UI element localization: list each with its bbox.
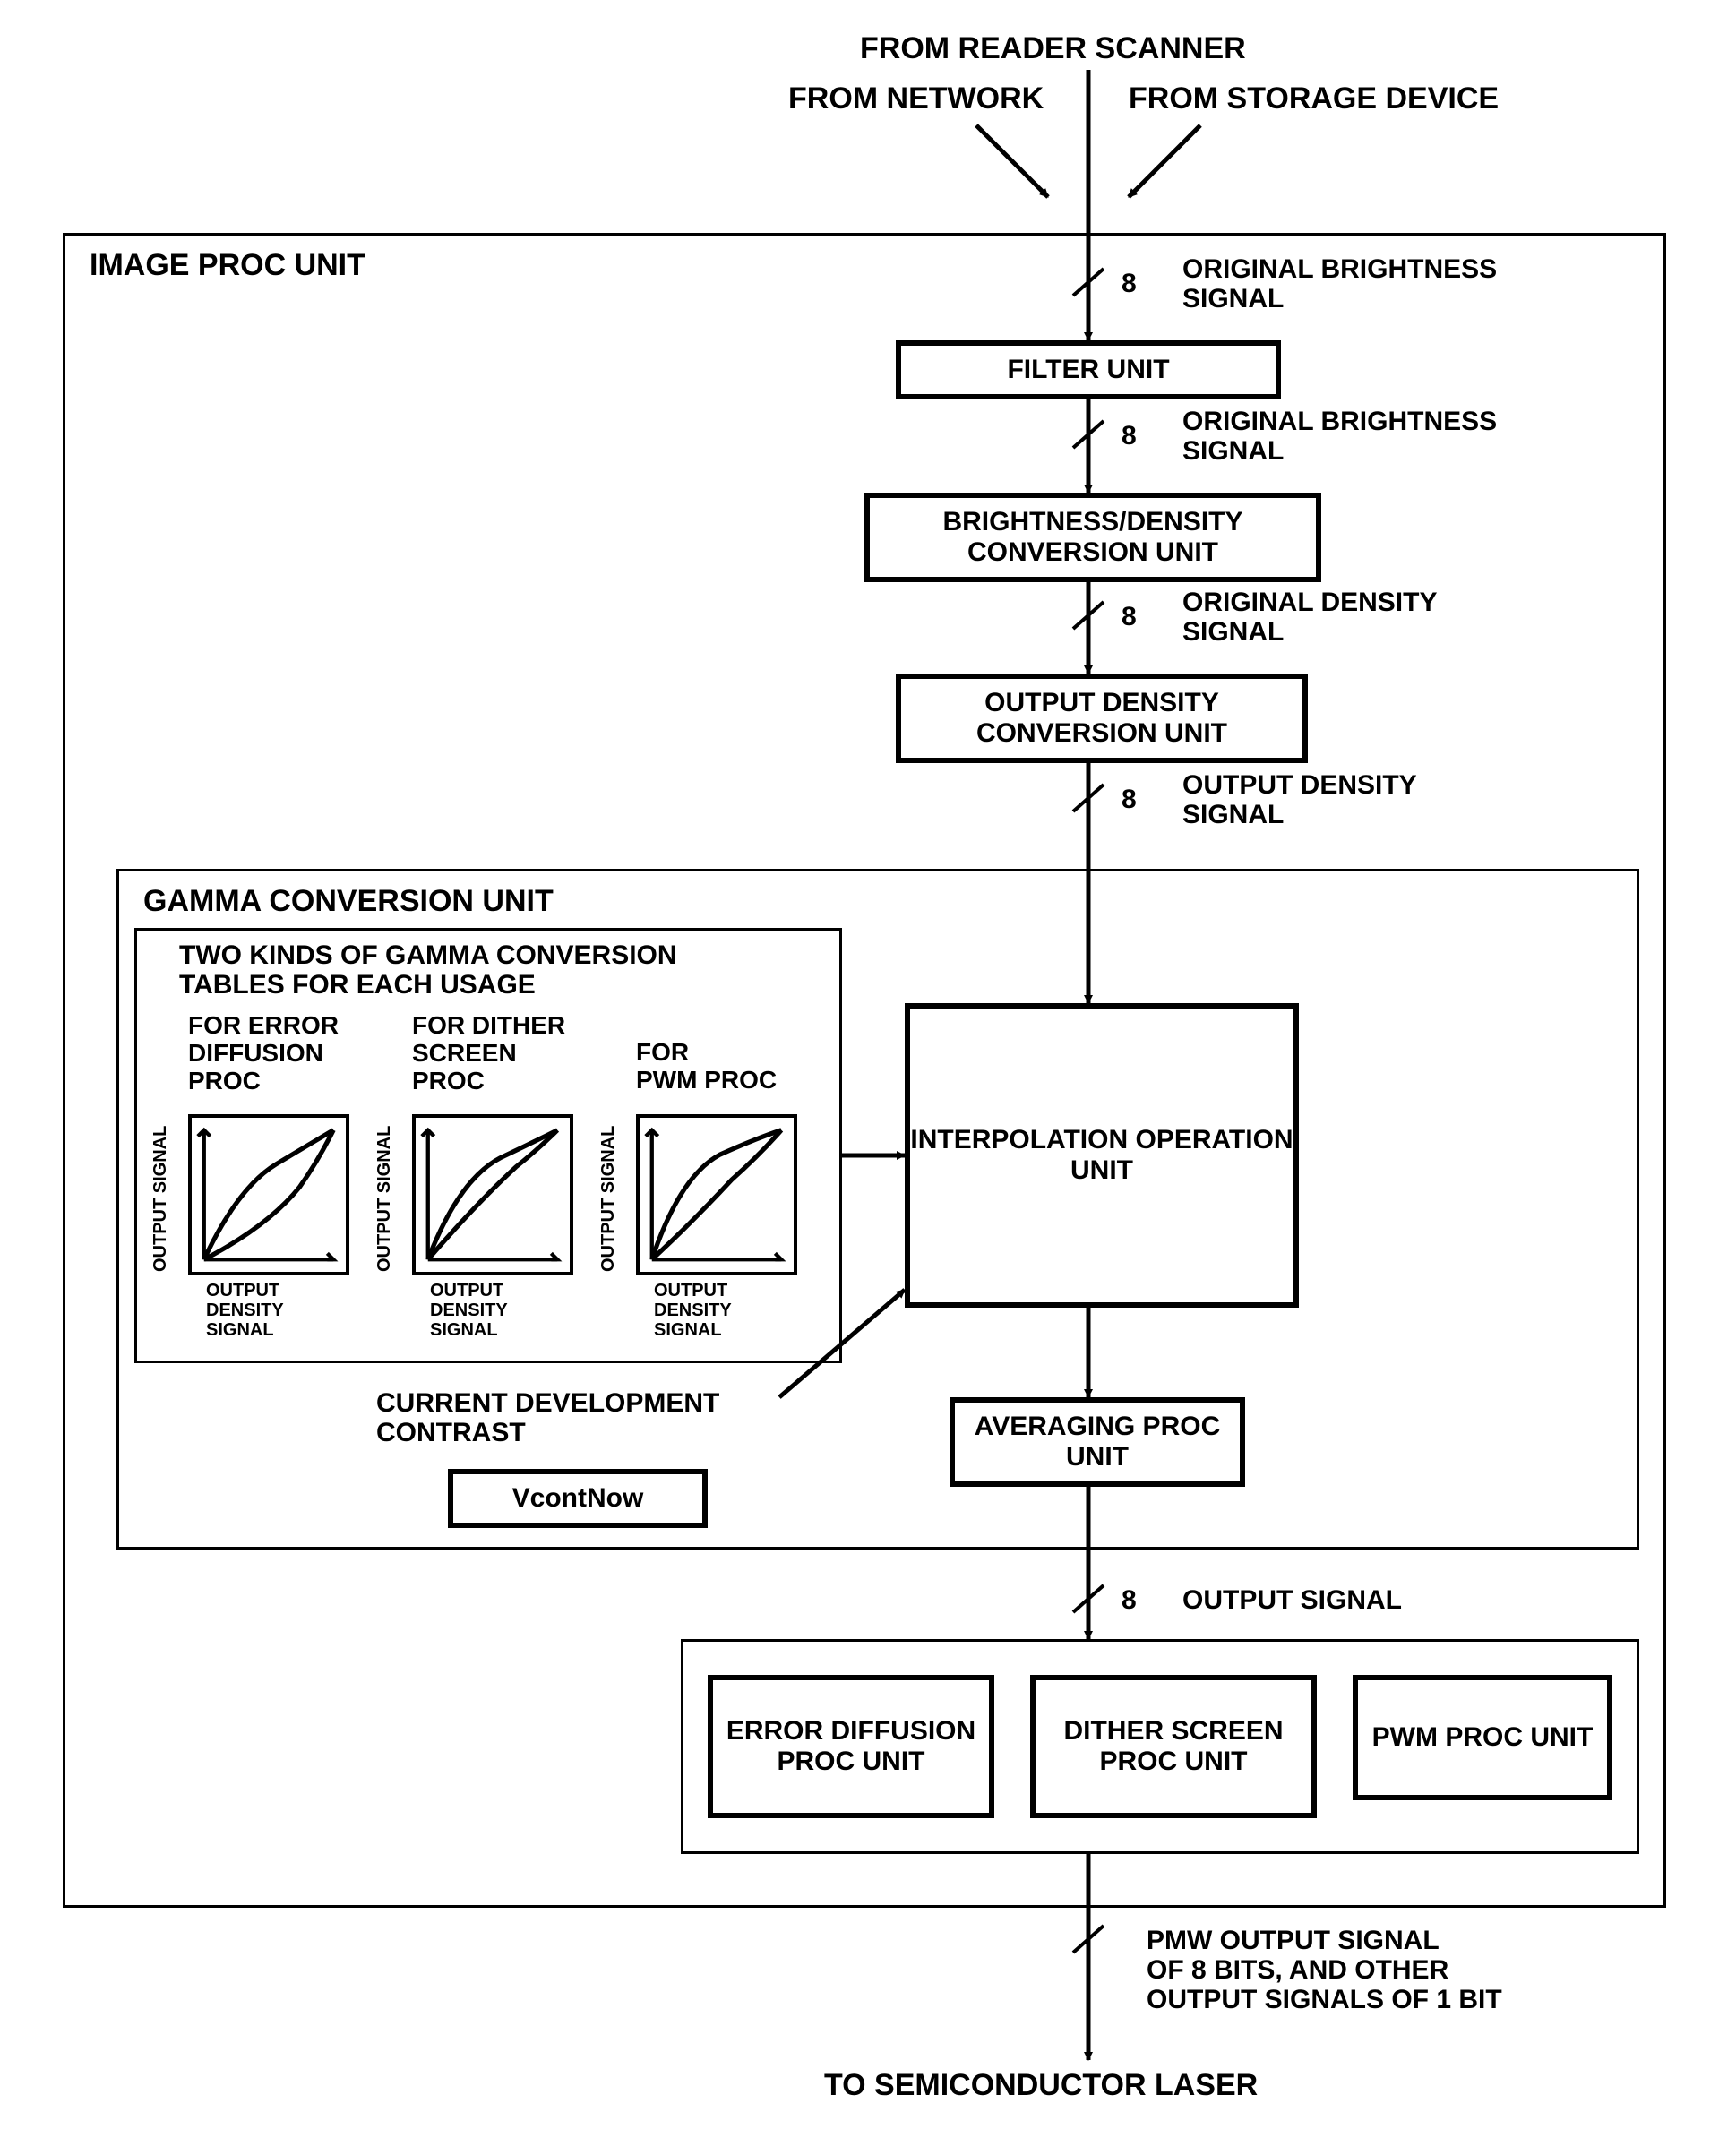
filter-unit-label: FILTER UNIT xyxy=(1007,355,1169,385)
err-diff-block: ERROR DIFFUSION PROC UNIT xyxy=(708,1675,994,1818)
err-diff-label: ERROR DIFFUSION PROC UNIT xyxy=(713,1716,989,1777)
bus-label-4: 8 xyxy=(1122,785,1137,814)
image-proc-title: IMAGE PROC UNIT xyxy=(90,249,365,282)
averaging-block: AVERAGING PROC UNIT xyxy=(950,1397,1245,1487)
mini-xlabel-3: OUTPUT DENSITY SIGNAL xyxy=(654,1281,732,1340)
to-laser: TO SEMICONDUCTOR LASER xyxy=(824,2069,1258,2102)
mini-ylabel-2: OUTPUT SIGNAL xyxy=(374,1126,395,1272)
vcont-block: VcontNow xyxy=(448,1469,708,1528)
mini-title-1: FOR ERROR DIFFUSION PROC xyxy=(188,1012,339,1095)
mini-ylabel-3: OUTPUT SIGNAL xyxy=(598,1126,619,1272)
sig-out-density: OUTPUT DENSITY SIGNAL xyxy=(1182,770,1417,829)
mini-xlabel-2: OUTPUT DENSITY SIGNAL xyxy=(430,1281,508,1340)
interp-block: INTERPOLATION OPERATION UNIT xyxy=(905,1003,1299,1308)
label-from-reader: FROM READER SCANNER xyxy=(860,32,1246,65)
output-density-label: OUTPUT DENSITY CONVERSION UNIT xyxy=(901,688,1302,749)
bus-label-2: 8 xyxy=(1122,421,1137,451)
pwm-label: PWM PROC UNIT xyxy=(1372,1722,1594,1753)
label-from-storage: FROM STORAGE DEVICE xyxy=(1129,82,1499,116)
bus-label-1: 8 xyxy=(1122,269,1137,298)
mini-ylabel-1: OUTPUT SIGNAL xyxy=(150,1126,171,1272)
sig-orig-bright-2: ORIGINAL BRIGHTNESS SIGNAL xyxy=(1182,407,1497,466)
interp-label: INTERPOLATION OPERATION UNIT xyxy=(910,1125,1293,1186)
brightness-density-block: BRIGHTNESS/DENSITY CONVERSION UNIT xyxy=(864,493,1321,582)
output-density-block: OUTPUT DENSITY CONVERSION UNIT xyxy=(896,674,1308,763)
sig-orig-density: ORIGINAL DENSITY SIGNAL xyxy=(1182,588,1437,647)
mini-chart-3 xyxy=(636,1114,797,1275)
brightness-density-label: BRIGHTNESS/DENSITY CONVERSION UNIT xyxy=(870,507,1316,568)
mini-xlabel-1: OUTPUT DENSITY SIGNAL xyxy=(206,1281,284,1340)
bus-label-3: 8 xyxy=(1122,602,1137,631)
dither-block: DITHER SCREEN PROC UNIT xyxy=(1030,1675,1317,1818)
mini-title-2: FOR DITHER SCREEN PROC xyxy=(412,1012,565,1095)
sig-output: OUTPUT SIGNAL xyxy=(1182,1585,1402,1615)
sig-pmw-out: PMW OUTPUT SIGNAL OF 8 BITS, AND OTHER O… xyxy=(1147,1926,1502,2014)
averaging-label: AVERAGING PROC UNIT xyxy=(955,1412,1240,1472)
filter-unit-block: FILTER UNIT xyxy=(896,340,1281,399)
mini-chart-1 xyxy=(188,1114,349,1275)
mini-title-3: FOR PWM PROC xyxy=(636,1039,777,1095)
pwm-block: PWM PROC UNIT xyxy=(1353,1675,1612,1800)
mini-chart-2 xyxy=(412,1114,573,1275)
sig-orig-bright-1: ORIGINAL BRIGHTNESS SIGNAL xyxy=(1182,254,1497,313)
dither-label: DITHER SCREEN PROC UNIT xyxy=(1036,1716,1311,1777)
label-from-network: FROM NETWORK xyxy=(788,82,1044,116)
bus-label-5: 8 xyxy=(1122,1585,1137,1615)
vcont-label: VcontNow xyxy=(512,1483,644,1514)
gamma-unit-title: GAMMA CONVERSION UNIT xyxy=(143,885,554,918)
current-dev-label: CURRENT DEVELOPMENT CONTRAST xyxy=(376,1388,719,1447)
